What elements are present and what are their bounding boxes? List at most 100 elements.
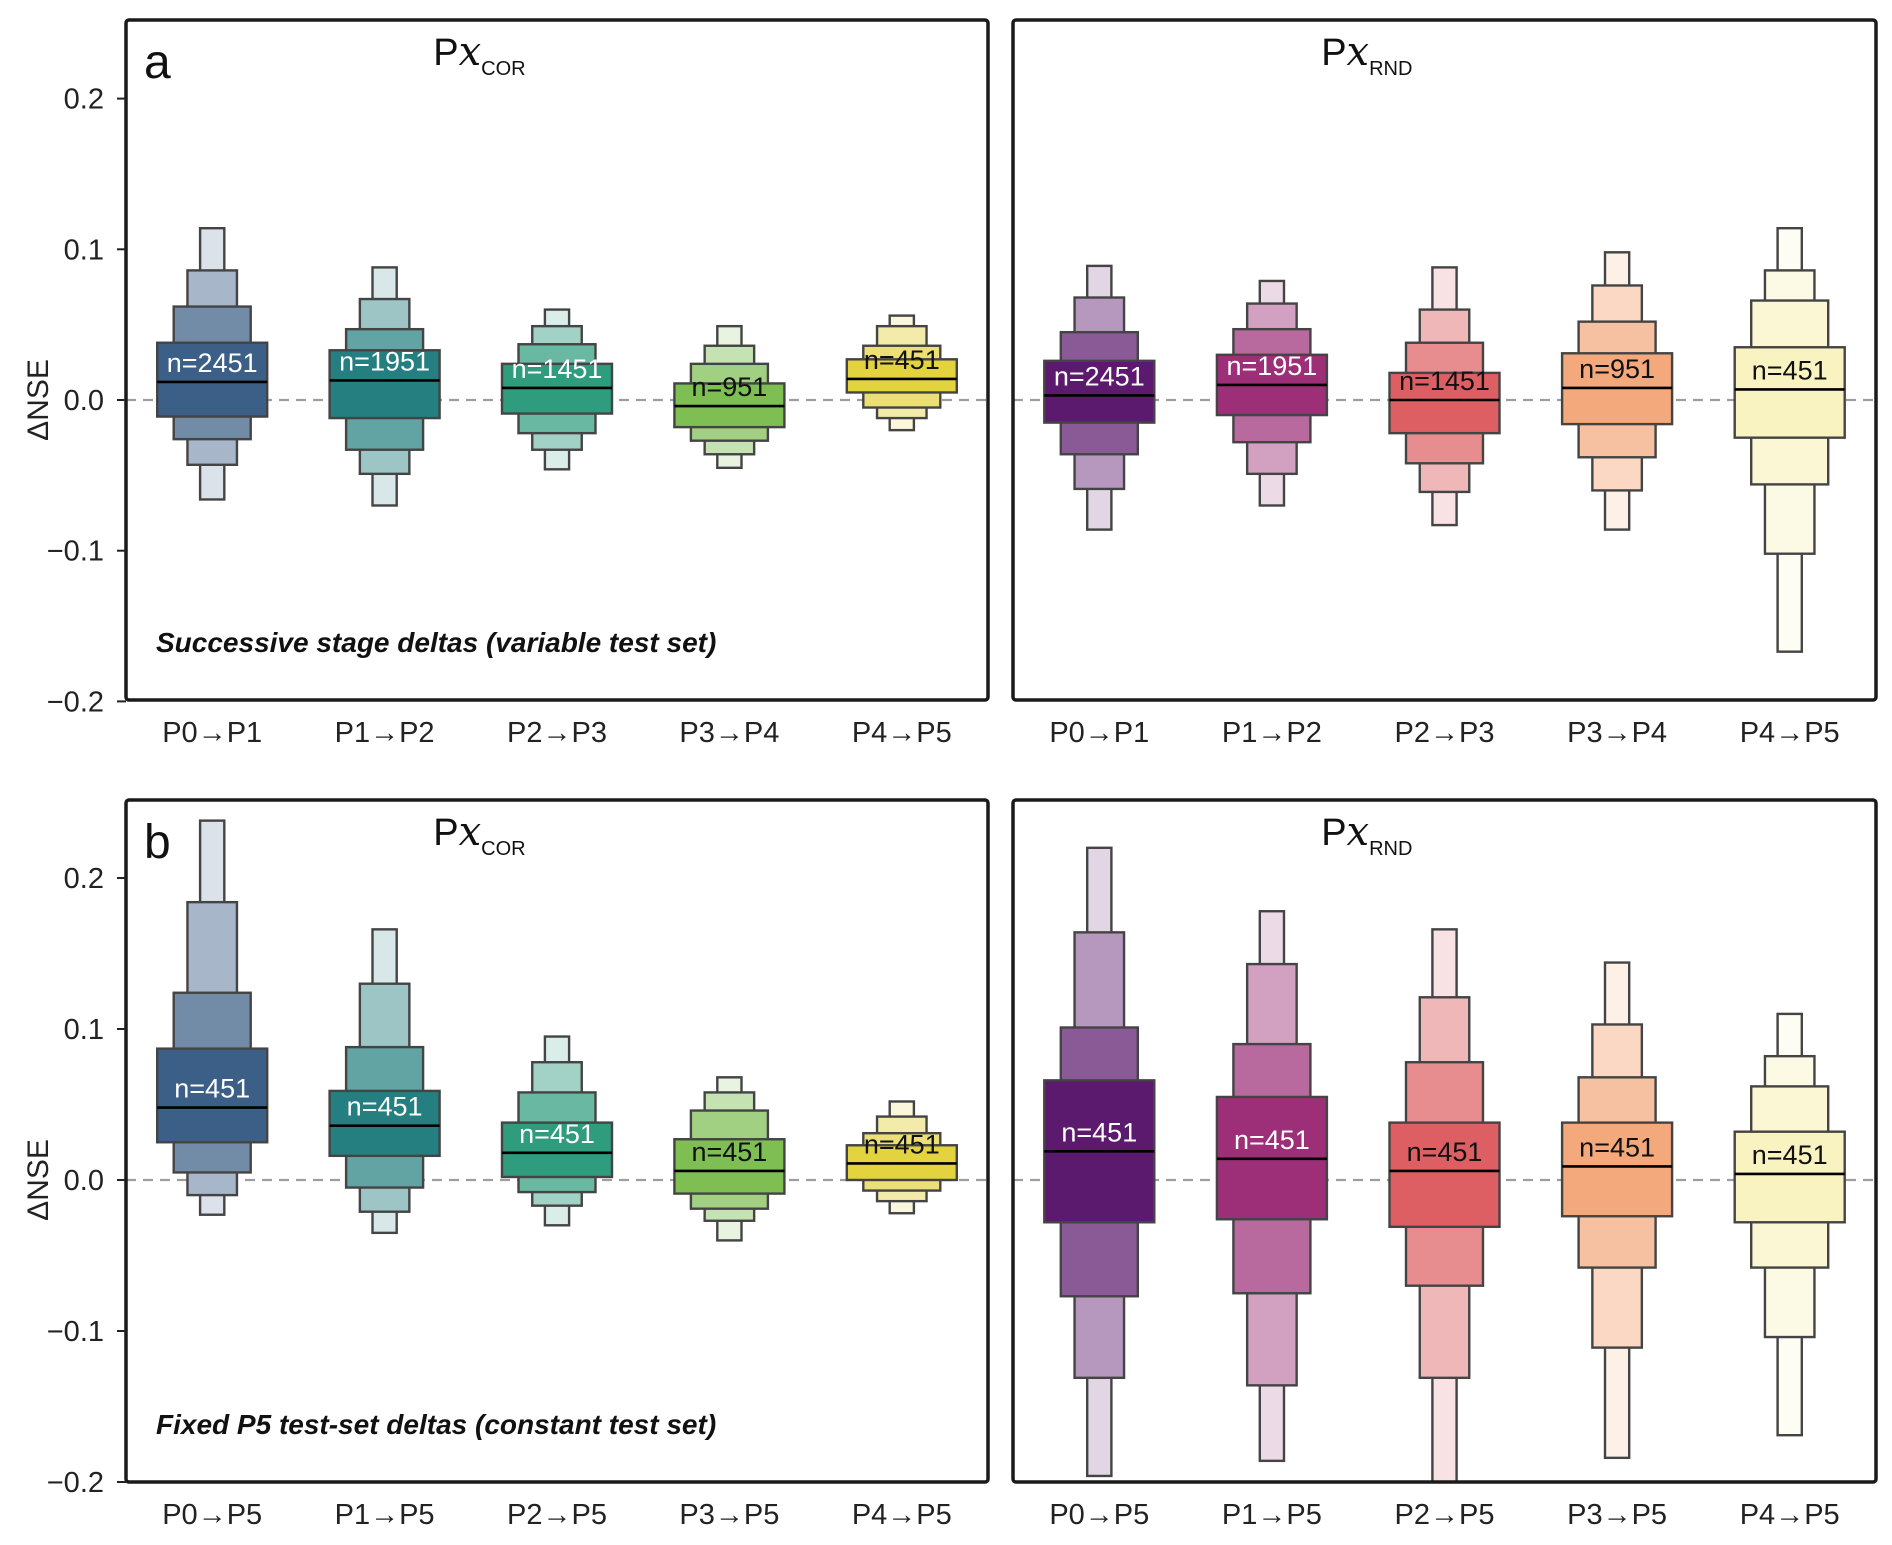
boxen-level-1 bbox=[155, 341, 269, 418]
x-tick-label: P4→P5 bbox=[1740, 1499, 1840, 1531]
n-label: n=451 bbox=[1752, 355, 1828, 385]
panel-title: PxCOR bbox=[433, 29, 525, 80]
boxen-level-1 bbox=[673, 1138, 786, 1195]
x-tick-label: P0→P5 bbox=[1049, 1499, 1149, 1531]
boxen-2: n=451 bbox=[1215, 910, 1329, 1463]
y-tick-label: −0.2 bbox=[47, 1467, 104, 1499]
y-tick-label: −0.1 bbox=[47, 1316, 104, 1348]
boxen-4: n=951 bbox=[1560, 251, 1674, 531]
n-label: n=1451 bbox=[1399, 366, 1490, 396]
n-label: n=451 bbox=[1234, 1125, 1310, 1155]
n-label: n=451 bbox=[347, 1092, 423, 1122]
x-tick-label: P0→P5 bbox=[162, 1499, 262, 1531]
boxen-5: n=451 bbox=[845, 1100, 958, 1215]
boxen-level-1 bbox=[1560, 1121, 1674, 1218]
x-tick-label: P0→P1 bbox=[1049, 717, 1149, 749]
panel-title: PxCOR bbox=[433, 809, 525, 860]
panel-title: PxRND bbox=[1321, 809, 1412, 860]
panel-annotation: Fixed P5 test-set deltas (constant test … bbox=[156, 1409, 716, 1440]
n-label: n=451 bbox=[864, 345, 940, 375]
boxen-level-1 bbox=[328, 1089, 441, 1158]
n-label: n=451 bbox=[174, 1074, 250, 1104]
n-label: n=451 bbox=[1061, 1117, 1137, 1147]
panel-title: PxRND bbox=[1321, 29, 1412, 80]
boxen-5: n=451 bbox=[845, 314, 958, 432]
x-tick-label: P3→P4 bbox=[1567, 717, 1667, 749]
panel-marks: n=2451 n=1951 n=1451 n=951 n=451 bbox=[1013, 227, 1876, 653]
n-label: n=951 bbox=[691, 372, 767, 402]
boxen-4: n=451 bbox=[673, 1076, 786, 1242]
y-tick-label: 0.0 bbox=[64, 1165, 104, 1197]
boxen-level-1 bbox=[1043, 359, 1156, 424]
boxen-1: n=2451 bbox=[1043, 264, 1156, 531]
x-tick-label: P3→P5 bbox=[1567, 1499, 1667, 1531]
boxen-2: n=1951 bbox=[328, 266, 441, 507]
panel-marks: n=451 n=451 n=451 n=451 n=451 bbox=[126, 819, 988, 1242]
boxen-level-1 bbox=[1388, 1121, 1501, 1229]
boxen-5: n=451 bbox=[1733, 1012, 1846, 1437]
x-tick-label: P4→P5 bbox=[852, 717, 952, 749]
x-tick-label: P2→P5 bbox=[507, 1499, 607, 1531]
y-axis-label: ΔNSE bbox=[22, 359, 55, 441]
panel-marks: n=2451 n=1951 n=1451 n=951 n=451 bbox=[126, 227, 988, 507]
panel-4: n=451 n=451 n=451 n=451 n=451 P0→P5 P1→P5 P2→P5… bbox=[1011, 798, 1878, 1531]
panel-2: n=2451 n=1951 n=1451 n=951 n=451 P0→P1 P1→P2 P2… bbox=[1011, 18, 1878, 749]
x-tick-label: P3→P4 bbox=[679, 717, 779, 749]
panel-letter: b bbox=[144, 816, 171, 869]
n-label: n=451 bbox=[519, 1119, 595, 1149]
boxen-1: n=451 bbox=[1043, 846, 1156, 1478]
panel-frame bbox=[1011, 18, 1878, 702]
x-tick-label: P3→P5 bbox=[679, 1499, 779, 1531]
x-tick-label: P1→P2 bbox=[335, 717, 435, 749]
n-label: n=951 bbox=[1579, 354, 1655, 384]
boxen-2: n=1951 bbox=[1215, 279, 1329, 507]
x-tick-label: P2→P3 bbox=[507, 717, 607, 749]
n-label: n=2451 bbox=[167, 348, 258, 378]
x-tick-label: P1→P5 bbox=[1222, 1499, 1322, 1531]
boxen-3: n=1451 bbox=[500, 308, 614, 471]
panel-letter: a bbox=[144, 36, 171, 89]
x-tick-label: P1→P2 bbox=[1222, 717, 1322, 749]
boxen-5: n=451 bbox=[1733, 227, 1846, 653]
panel-3: n=451 n=451 n=451 n=451 n=451 P0→P5 P1→P5 P2→P5… bbox=[22, 798, 990, 1531]
panel-marks: n=451 n=451 n=451 n=451 n=451 bbox=[1013, 846, 1876, 1482]
x-tick-label: P4→P5 bbox=[852, 1499, 952, 1531]
n-label: n=1951 bbox=[339, 346, 430, 376]
boxen-4: n=451 bbox=[1560, 961, 1674, 1460]
boxen-3: n=451 bbox=[500, 1035, 614, 1227]
n-label: n=2451 bbox=[1054, 361, 1145, 391]
y-tick-label: −0.1 bbox=[47, 536, 104, 568]
boxen-level-1 bbox=[500, 1121, 614, 1179]
x-tick-label: P0→P1 bbox=[162, 717, 262, 749]
x-tick-label: P1→P5 bbox=[335, 1499, 435, 1531]
boxen-4: n=951 bbox=[673, 324, 786, 470]
boxen-2: n=451 bbox=[328, 928, 441, 1235]
boxen-level-1 bbox=[328, 349, 441, 420]
boxen-1: n=451 bbox=[155, 819, 269, 1216]
y-tick-label: 0.1 bbox=[64, 234, 104, 266]
x-tick-label: P2→P3 bbox=[1395, 717, 1495, 749]
n-label: n=1451 bbox=[512, 354, 603, 384]
n-label: n=451 bbox=[1407, 1137, 1483, 1167]
panel-1: n=2451 n=1951 n=1451 n=951 n=451 P0→P1 P1→P2 P2… bbox=[22, 18, 990, 749]
n-label: n=451 bbox=[864, 1129, 940, 1159]
y-tick-label: 0.1 bbox=[64, 1014, 104, 1046]
x-tick-label: P2→P5 bbox=[1395, 1499, 1495, 1531]
y-tick-label: 0.0 bbox=[64, 385, 104, 417]
n-label: n=451 bbox=[691, 1137, 767, 1167]
panel-frame bbox=[1011, 798, 1878, 1484]
y-axis-label: ΔNSE bbox=[22, 1139, 55, 1221]
panel-frame bbox=[124, 18, 990, 702]
y-tick-label: 0.2 bbox=[64, 863, 104, 895]
boxen-level-1 bbox=[845, 358, 958, 394]
boxen-3: n=1451 bbox=[1388, 266, 1501, 527]
y-tick-label: −0.2 bbox=[47, 686, 104, 718]
boxen-level-1 bbox=[155, 1047, 269, 1144]
boxen-level-1 bbox=[1388, 371, 1501, 435]
panel-frame bbox=[124, 798, 990, 1484]
y-tick-label: 0.2 bbox=[64, 84, 104, 116]
panel-annotation: Successive stage deltas (variable test s… bbox=[156, 627, 716, 658]
boxen-1: n=2451 bbox=[155, 227, 269, 501]
n-label: n=451 bbox=[1752, 1140, 1828, 1170]
